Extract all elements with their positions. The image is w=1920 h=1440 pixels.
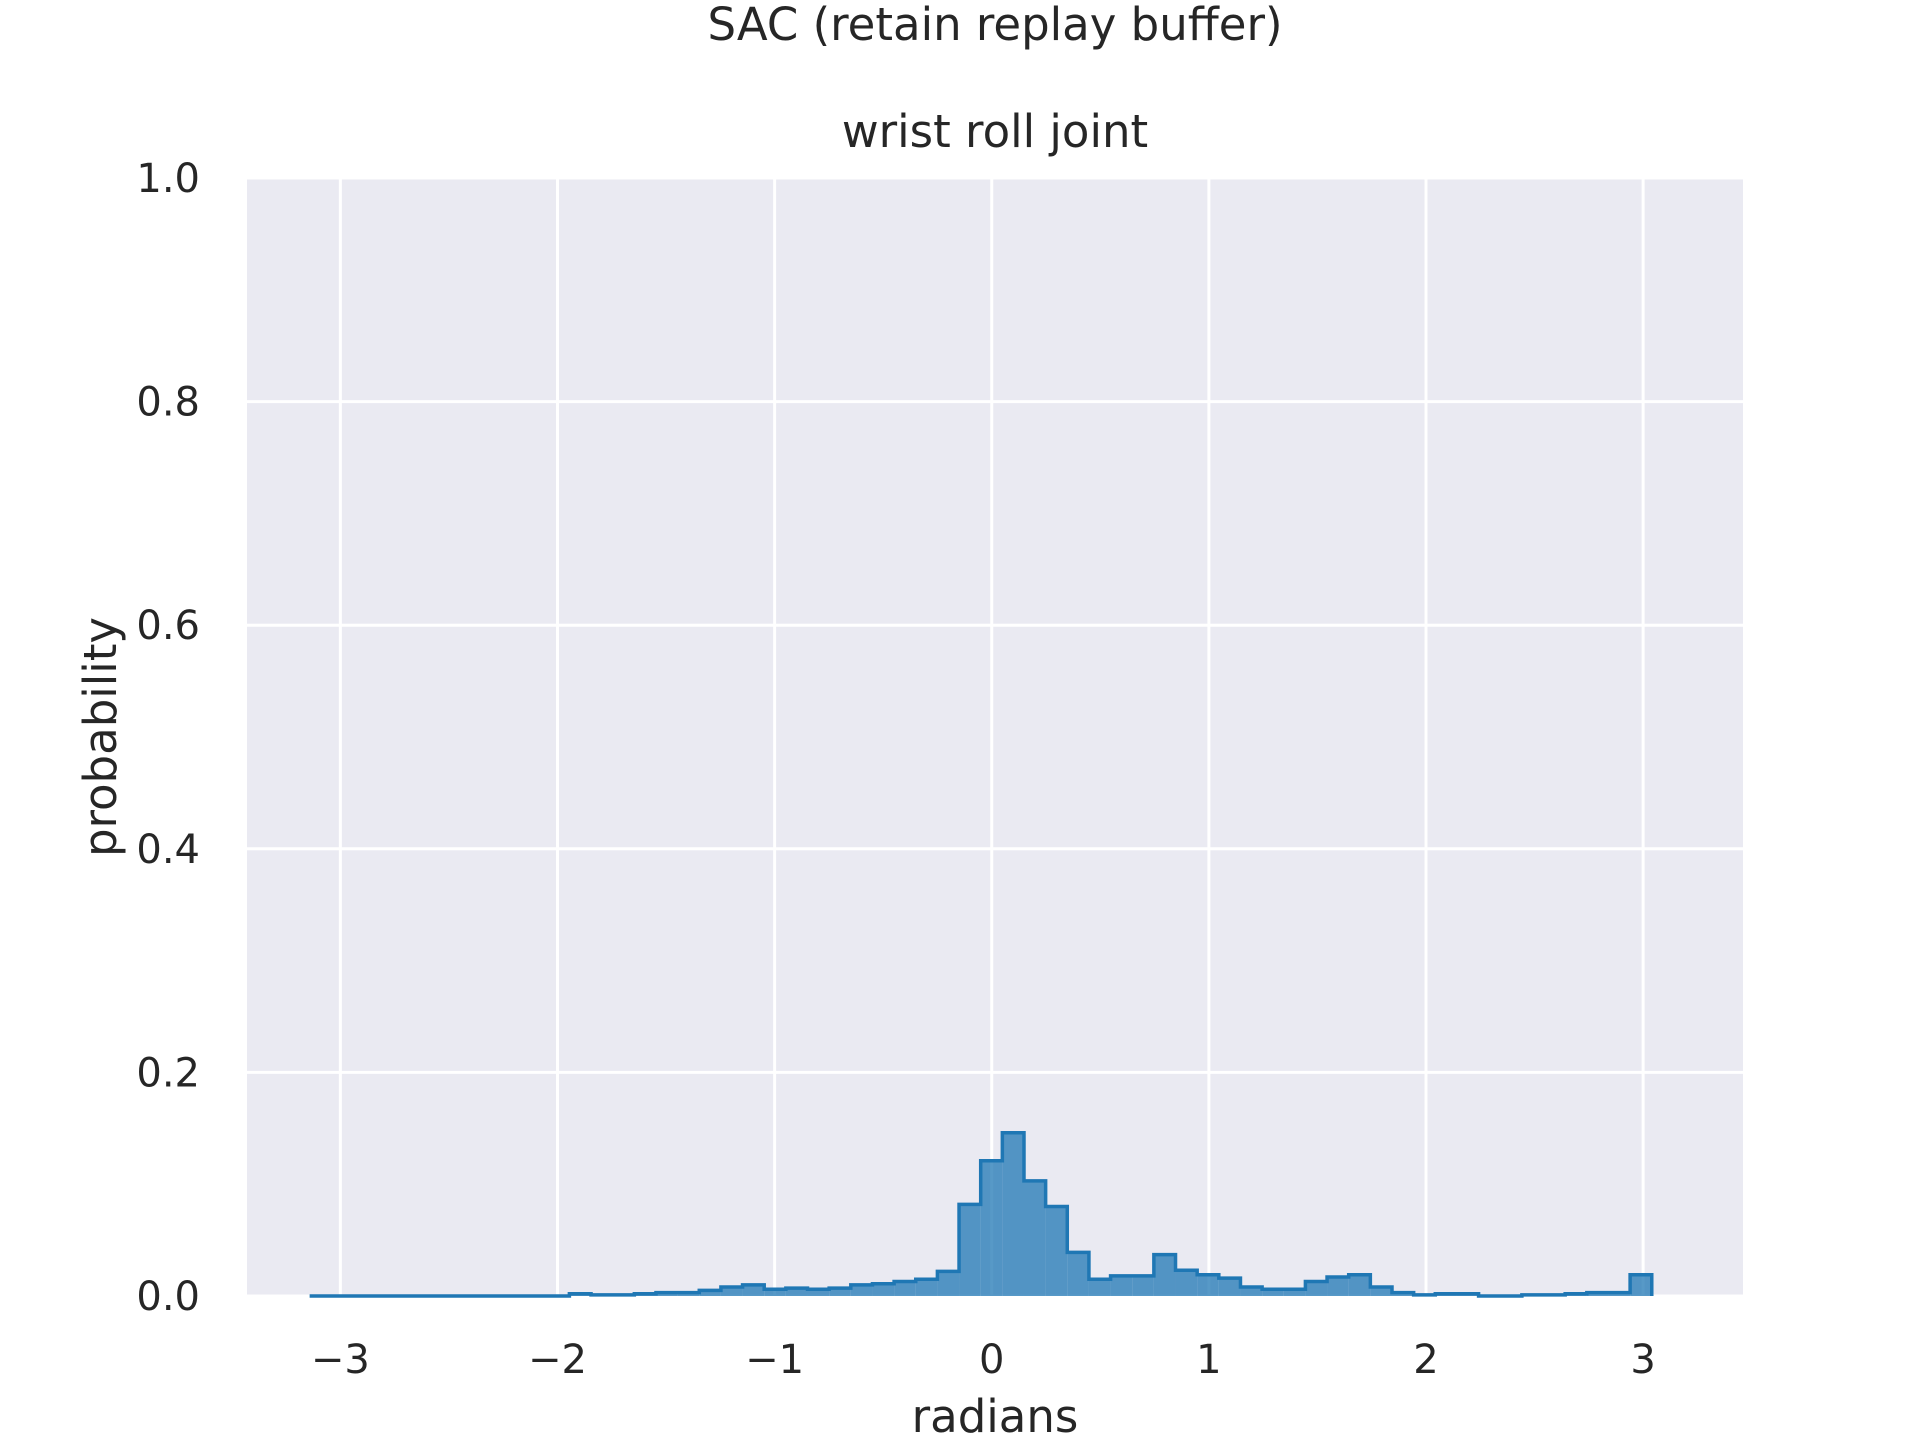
y-tick-label: 0.2 bbox=[136, 1050, 200, 1096]
y-tick-labels: 0.0 0.2 0.4 0.6 0.8 1.0 bbox=[136, 156, 200, 1320]
histogram-bar bbox=[850, 1284, 873, 1296]
histogram-bar bbox=[1175, 1270, 1198, 1296]
x-tick-label: 1 bbox=[1196, 1337, 1221, 1383]
x-axis-label: radians bbox=[912, 1390, 1079, 1440]
histogram-bar bbox=[807, 1289, 830, 1296]
chart-title: wrist roll joint bbox=[842, 105, 1148, 158]
histogram-bar bbox=[1262, 1289, 1284, 1296]
histogram-bar bbox=[894, 1281, 916, 1296]
y-axis-label: probability bbox=[74, 617, 127, 857]
x-tick-label: −3 bbox=[311, 1337, 370, 1383]
histogram-bar bbox=[720, 1287, 743, 1296]
y-tick-label: 1.0 bbox=[136, 156, 200, 202]
y-tick-label: 0.6 bbox=[136, 603, 200, 649]
histogram-bar bbox=[1067, 1252, 1089, 1296]
histogram-bar bbox=[1088, 1279, 1111, 1296]
y-tick-label: 0.4 bbox=[136, 827, 200, 873]
x-tick-label: 0 bbox=[979, 1337, 1004, 1383]
histogram-step-outline bbox=[309, 1131, 1654, 1298]
x-tick-labels: −3 −2 −1 0 1 2 3 bbox=[311, 1337, 1656, 1383]
histogram-bar bbox=[1305, 1281, 1328, 1296]
grid-lines bbox=[247, 176, 1743, 1298]
histogram-bar bbox=[1153, 1254, 1176, 1296]
histogram-bar bbox=[699, 1290, 721, 1296]
histogram-bar bbox=[1132, 1275, 1154, 1296]
histogram-bar bbox=[872, 1283, 895, 1296]
histogram-bars bbox=[309, 1131, 1654, 1298]
histogram-bar bbox=[1283, 1289, 1306, 1296]
histogram-bar bbox=[959, 1204, 981, 1296]
histogram-bar bbox=[1327, 1276, 1349, 1296]
histogram-bar bbox=[1240, 1287, 1263, 1296]
histogram-bar bbox=[1630, 1274, 1652, 1296]
histogram-bar bbox=[742, 1284, 765, 1296]
y-tick-label: 0.0 bbox=[136, 1274, 200, 1320]
x-tick-label: 2 bbox=[1413, 1337, 1438, 1383]
histogram-bar bbox=[937, 1271, 960, 1296]
histogram-bar bbox=[1348, 1274, 1371, 1296]
histogram-bar bbox=[829, 1288, 851, 1296]
y-tick-label: 0.8 bbox=[136, 380, 200, 426]
histogram-bar bbox=[1110, 1275, 1133, 1296]
x-tick-label: −1 bbox=[745, 1337, 804, 1383]
x-tick-label: 3 bbox=[1630, 1337, 1655, 1383]
x-tick-label: −2 bbox=[528, 1337, 587, 1383]
histogram-bar bbox=[1218, 1278, 1241, 1296]
histogram-bar bbox=[1023, 1180, 1046, 1296]
histogram-bar bbox=[764, 1289, 786, 1296]
histogram-bar bbox=[1370, 1287, 1392, 1296]
histogram-bar bbox=[915, 1279, 938, 1296]
histogram-bar bbox=[1197, 1274, 1219, 1296]
histogram-bar bbox=[785, 1288, 808, 1296]
histogram-bar bbox=[980, 1160, 1003, 1296]
plot-area bbox=[247, 178, 1743, 1296]
histogram-bar bbox=[1045, 1206, 1068, 1296]
chart-suptitle: SAC (retain replay buffer) bbox=[707, 0, 1282, 51]
histogram-bar bbox=[1002, 1132, 1024, 1296]
